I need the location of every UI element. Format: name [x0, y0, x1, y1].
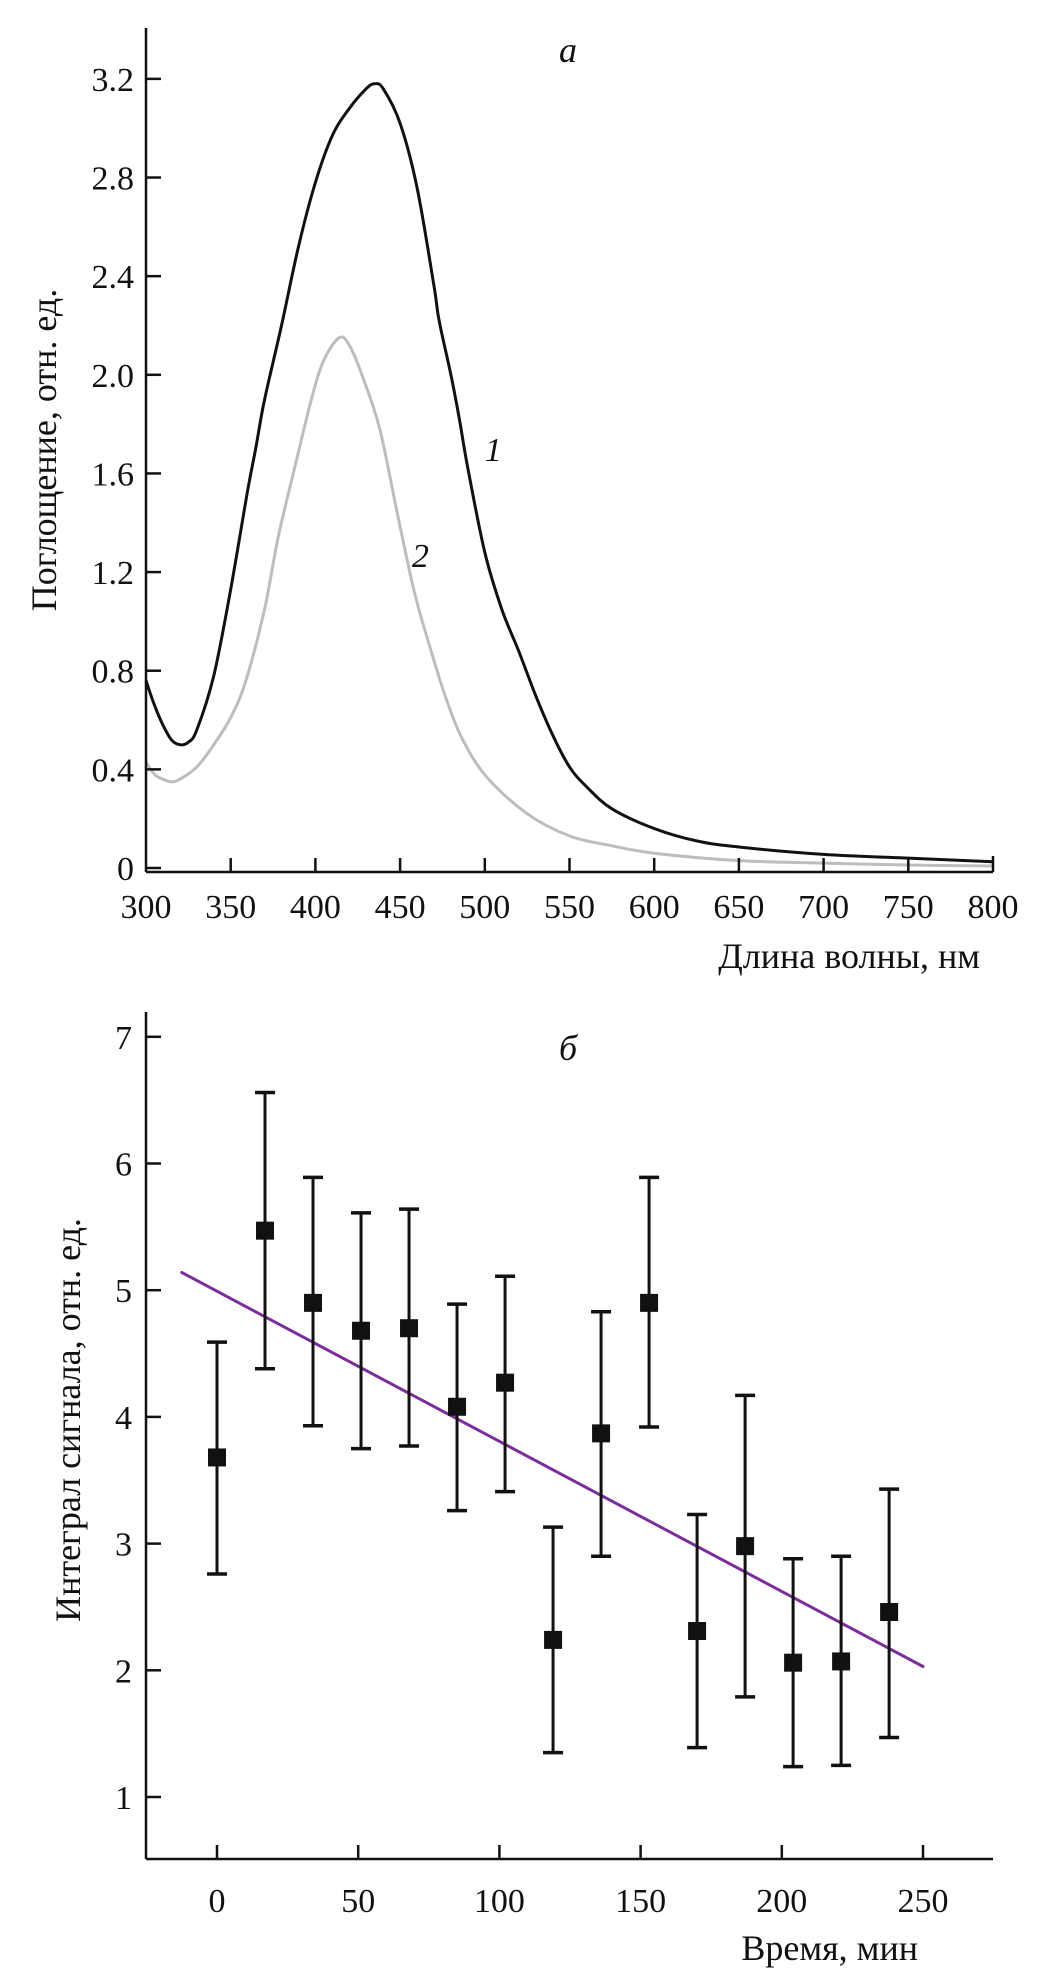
y-tick-label: 4	[115, 1400, 132, 1437]
data-point	[495, 1274, 516, 1494]
y-tick-label: 3	[115, 1527, 132, 1564]
y-tick-label: 1.2	[92, 555, 135, 592]
data-point	[639, 1175, 660, 1429]
point-marker	[784, 1653, 803, 1672]
x-tick-label: 600	[629, 889, 680, 926]
x-tick-label: 350	[205, 889, 256, 926]
x-tick-label: 150	[615, 1883, 666, 1920]
curve-label-1: 1	[485, 432, 502, 469]
x-tick-label: 300	[121, 889, 172, 926]
x-tick-label: 200	[756, 1883, 807, 1920]
point-marker	[352, 1321, 371, 1340]
x-tick-label: 0	[209, 1883, 226, 1920]
data-point	[879, 1487, 900, 1740]
point-marker	[832, 1652, 851, 1671]
x-ticks: 300 350 400 450 500 550 600 650 700 750 800	[121, 858, 1019, 926]
y-tick-label: 0	[117, 851, 134, 888]
y-ticks: 1 2 3 4 5 6 7	[115, 1020, 161, 1817]
data-point	[591, 1309, 612, 1559]
y-tick-label: 0.8	[92, 654, 135, 691]
data-point	[783, 1557, 804, 1769]
y-axis-title: Поглощение, отн. ед.	[24, 289, 64, 611]
data-point	[255, 1090, 276, 1371]
y-tick-label: 6	[115, 1147, 132, 1184]
point-marker	[688, 1622, 707, 1641]
data-point	[831, 1554, 852, 1768]
series-line-1	[144, 82, 994, 864]
y-tick-label: 5	[115, 1273, 132, 1310]
curve-label-2: 2	[412, 538, 429, 575]
x-axis-title: Длина волны, нм	[718, 936, 980, 976]
data-point	[303, 1175, 324, 1428]
y-tick-label: 2	[115, 1653, 132, 1690]
point-marker	[208, 1448, 226, 1467]
x-tick-label: 800	[968, 889, 1019, 926]
point-marker	[304, 1293, 323, 1312]
y-tick-label: 1	[115, 1780, 132, 1817]
y-tick-label: 0.4	[92, 752, 135, 789]
points-layer	[207, 1090, 900, 1769]
fit-layer	[180, 1270, 925, 1668]
panel-label-b: б	[559, 1028, 579, 1068]
data-point	[735, 1393, 756, 1699]
point-marker	[880, 1603, 899, 1622]
data-point	[399, 1207, 420, 1448]
point-marker	[592, 1424, 611, 1443]
panel-label-a: а	[559, 30, 577, 70]
data-point	[687, 1512, 708, 1750]
y-tick-label: 1.6	[92, 456, 135, 493]
y-tick-label: 2.0	[92, 358, 135, 395]
curves-layer	[144, 82, 994, 868]
x-tick-label: 550	[544, 889, 595, 926]
point-marker	[448, 1397, 467, 1416]
data-point	[447, 1302, 468, 1513]
x-axis-title: Время, мин	[741, 1928, 918, 1968]
series-line-2	[144, 335, 994, 868]
y-tick-label: 3.2	[92, 62, 135, 99]
point-marker	[544, 1630, 563, 1649]
point-marker	[496, 1373, 515, 1392]
x-tick-label: 500	[459, 889, 510, 926]
point-marker	[256, 1221, 275, 1240]
x-tick-label: 700	[798, 889, 849, 926]
fit-line	[180, 1270, 925, 1668]
x-tick-label: 650	[713, 889, 764, 926]
x-tick-label: 450	[375, 889, 426, 926]
data-point	[543, 1525, 564, 1755]
point-marker	[640, 1293, 659, 1312]
y-axis-title: Интеграл сигнала, отн. ед.	[48, 1218, 88, 1622]
chart-absorption-spectra: 300 350 400 450 500 550 600 650 700 750 800 0 0.4 0.…	[24, 28, 1019, 976]
point-marker	[736, 1537, 755, 1556]
data-point	[207, 1340, 227, 1576]
x-tick-label: 400	[290, 889, 341, 926]
point-marker	[400, 1319, 419, 1338]
y-ticks: 0 0.4 0.8 1.2 1.6 2.0 2.4 2.8 3.2	[92, 62, 161, 888]
y-tick-label: 2.8	[92, 161, 135, 198]
y-tick-label: 2.4	[92, 259, 135, 296]
x-tick-label: 250	[898, 1883, 949, 1920]
chart-signal-integral: 0 50 100 150 200 250 1 2 3 4 5 6 7 б Время, мин Инт…	[48, 1012, 993, 1968]
x-tick-label: 100	[474, 1883, 525, 1920]
x-tick-label: 750	[883, 889, 934, 926]
data-point	[351, 1211, 372, 1451]
y-tick-label: 7	[115, 1020, 132, 1057]
x-tick-label: 50	[341, 1883, 375, 1920]
x-ticks: 0 50 100 150 200 250	[209, 1845, 949, 1920]
